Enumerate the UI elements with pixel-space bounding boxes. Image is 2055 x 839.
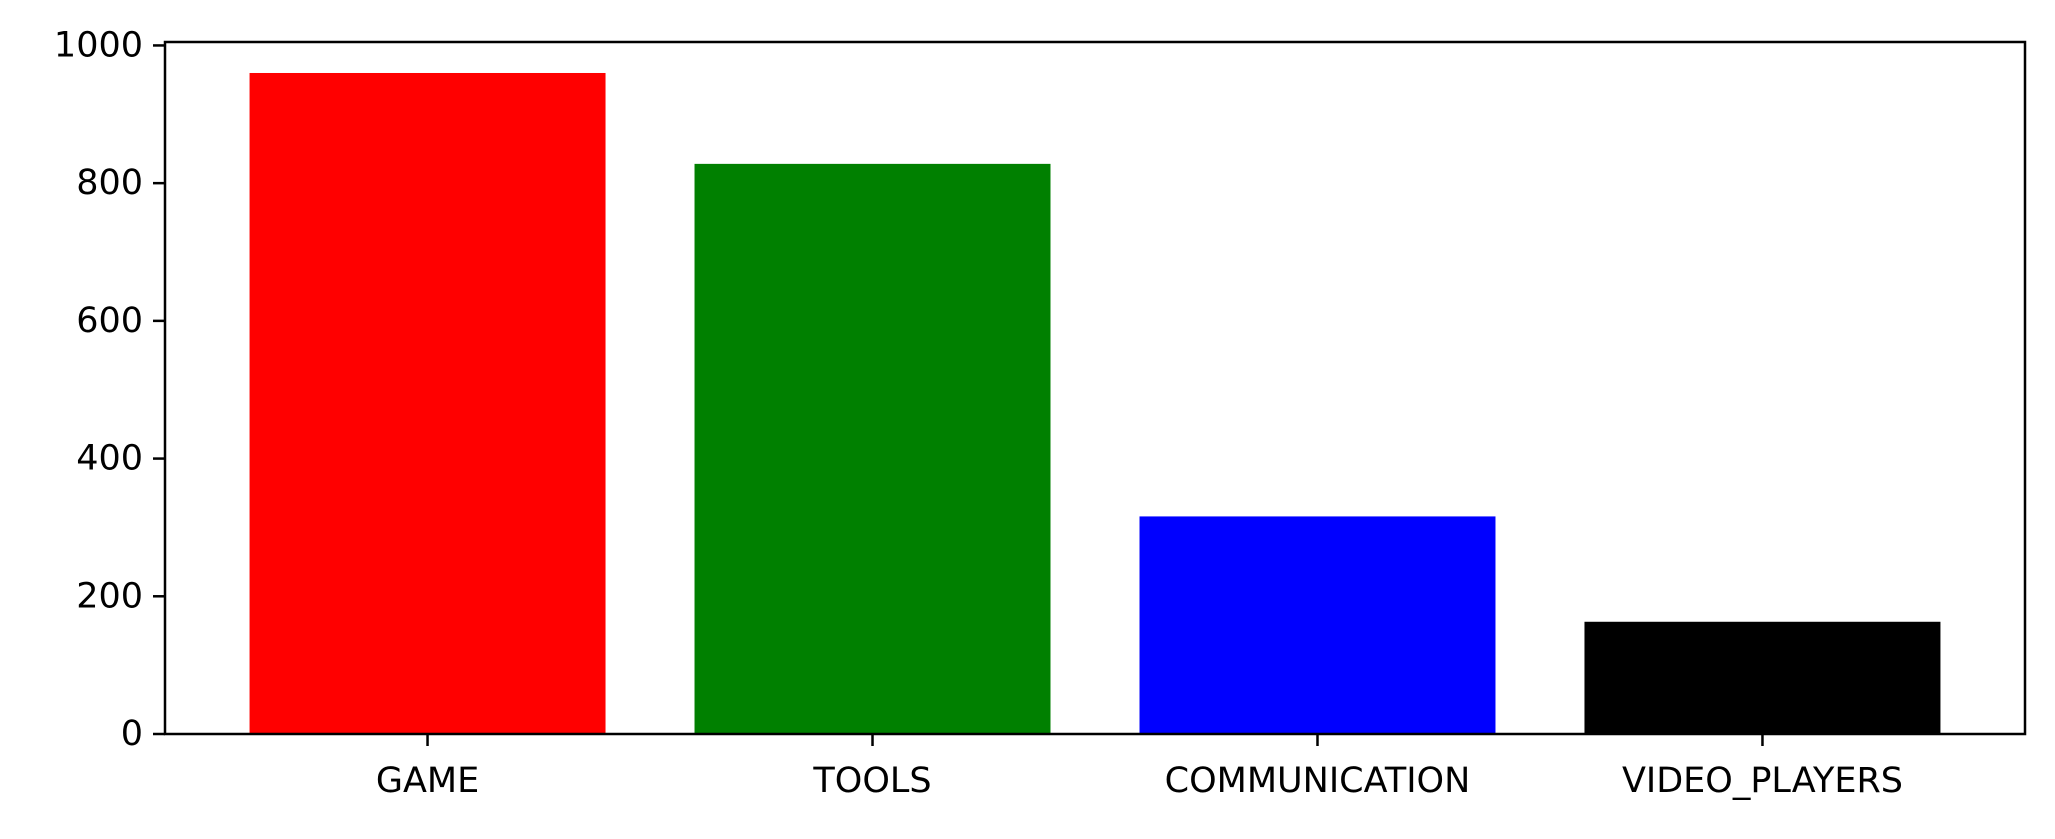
x-tick-label: GAME: [376, 761, 479, 801]
bar-tools: [694, 163, 1051, 734]
y-tick-label: 800: [76, 163, 143, 203]
x-tick-label: VIDEO_PLAYERS: [1622, 761, 1903, 801]
bar-game: [249, 72, 606, 735]
y-axis: 0 200 400 600 800 1000: [54, 25, 165, 754]
bar-video-players: [1584, 621, 1941, 734]
bars-layer: [249, 72, 1941, 735]
y-tick-label: 1000: [54, 25, 143, 65]
x-axis: GAME TOOLS COMMUNICATION VIDEO_PLAYERS: [376, 734, 1903, 801]
x-tick-label: TOOLS: [812, 761, 931, 801]
y-tick-label: 600: [76, 301, 143, 341]
y-tick-label: 200: [76, 576, 143, 616]
bar-communication: [1139, 516, 1496, 734]
x-tick-label: COMMUNICATION: [1165, 761, 1471, 801]
y-tick-label: 400: [76, 439, 143, 479]
y-tick-label: 0: [121, 714, 143, 754]
plot-frame: [163, 40, 2027, 736]
